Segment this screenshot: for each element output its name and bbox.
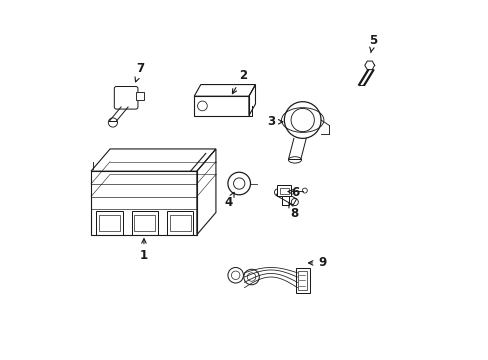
Text: 6: 6	[287, 186, 299, 199]
Text: 7: 7	[135, 62, 144, 82]
Circle shape	[227, 267, 243, 283]
Bar	[134, 215, 155, 231]
Bar	[169, 215, 190, 231]
Bar	[131, 211, 158, 235]
Bar	[166, 211, 193, 235]
Circle shape	[108, 118, 117, 127]
Circle shape	[302, 188, 306, 193]
Text: 5: 5	[368, 34, 377, 53]
Bar	[277, 185, 291, 196]
Bar	[136, 92, 143, 100]
Bar	[96, 211, 122, 235]
Text: 9: 9	[308, 256, 325, 269]
Bar	[280, 188, 288, 194]
Polygon shape	[358, 70, 372, 85]
Text: 4: 4	[224, 192, 234, 210]
Text: 3: 3	[266, 115, 282, 128]
Bar	[298, 271, 306, 291]
Bar	[295, 268, 309, 293]
Circle shape	[244, 269, 259, 285]
Polygon shape	[276, 189, 296, 205]
Bar	[99, 215, 120, 231]
Text: 2: 2	[232, 69, 246, 94]
Text: 8: 8	[288, 203, 297, 220]
Text: 1: 1	[140, 239, 148, 262]
FancyBboxPatch shape	[114, 86, 138, 109]
